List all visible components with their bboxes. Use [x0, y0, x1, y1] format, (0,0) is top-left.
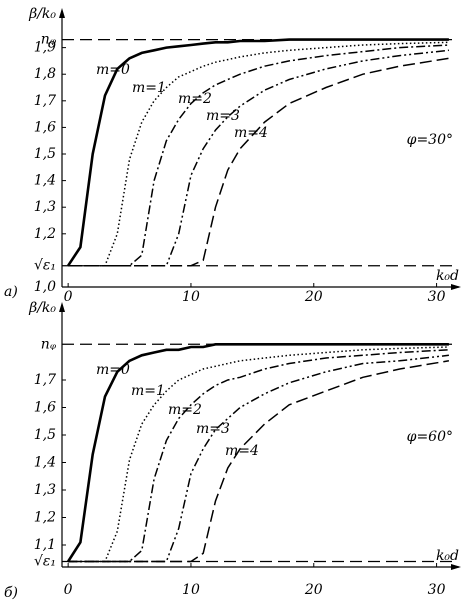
curve — [67, 343, 449, 563]
x-tick-label: 20 — [304, 289, 323, 305]
curve-label: m=0 — [96, 62, 130, 78]
y-tick-label: 1,6 — [34, 400, 56, 416]
curve-label: m=0 — [96, 362, 130, 378]
curve-label: m=4 — [234, 125, 268, 141]
reference-label: √ε₁ — [34, 554, 56, 570]
x-axis-arrow — [451, 284, 461, 290]
y-tick-label: 1,3 — [34, 482, 56, 498]
y-tick-label: 1,2 — [34, 510, 56, 526]
y-tick-label: 1,2 — [34, 226, 56, 242]
y-tick-label: 1,7 — [34, 372, 56, 388]
y-tick-label: 1,4 — [34, 455, 56, 471]
curve — [68, 57, 450, 267]
y-tick-label: 1,5 — [34, 146, 56, 162]
y-tick-label: 1,0 — [34, 279, 56, 295]
x-tick-label: 30 — [428, 289, 446, 305]
curve-label: m=3 — [196, 421, 230, 437]
x-tick-label: 10 — [182, 582, 200, 598]
curve-label: m=1 — [132, 80, 166, 96]
panel-label: б) — [4, 585, 18, 601]
y-axis-arrow — [59, 8, 65, 18]
x-axis-arrow — [451, 564, 461, 570]
x-tick-label: 0 — [64, 582, 73, 598]
x-axis-label: k₀d — [436, 268, 459, 284]
y-tick-label: 1,7 — [34, 93, 56, 109]
reference-label: √ε₁ — [34, 258, 56, 274]
curve — [68, 44, 449, 267]
y-axis-arrow — [59, 302, 65, 312]
y-tick-label: 1,8 — [34, 66, 56, 82]
curve-label: m=3 — [206, 108, 240, 124]
annotation: φ=60° — [407, 429, 453, 445]
x-tick-label: 10 — [182, 289, 200, 305]
x-tick-label: 30 — [428, 582, 446, 598]
x-tick-label: 0 — [64, 289, 73, 305]
x-tick-label: 20 — [304, 582, 323, 598]
curve-label: m=2 — [168, 402, 202, 418]
y-tick-label: 1,3 — [34, 199, 56, 215]
reference-label: nᵩ — [41, 336, 57, 352]
annotation: φ=30° — [407, 132, 453, 148]
y-tick-label: 1,5 — [34, 427, 56, 443]
curve-label: m=1 — [131, 383, 165, 399]
x-axis-label: k₀d — [436, 548, 459, 564]
y-tick-label: 1,9 — [34, 40, 56, 56]
curve-label: m=2 — [178, 91, 212, 107]
curve — [68, 360, 450, 563]
y-tick-label: 1,6 — [34, 119, 56, 135]
y-tick-label: 1,4 — [34, 173, 56, 189]
curve — [68, 41, 449, 267]
curve — [67, 38, 449, 267]
reference-label: nᵩ — [41, 32, 57, 48]
curve — [68, 49, 449, 267]
y-tick-label: 1,1 — [34, 537, 56, 553]
panel-label: а) — [4, 284, 18, 300]
y-axis-label: β/k₀ — [28, 6, 56, 22]
curve-label: m=4 — [225, 443, 259, 459]
curve — [68, 346, 449, 563]
y-axis-label: β/k₀ — [28, 300, 56, 316]
